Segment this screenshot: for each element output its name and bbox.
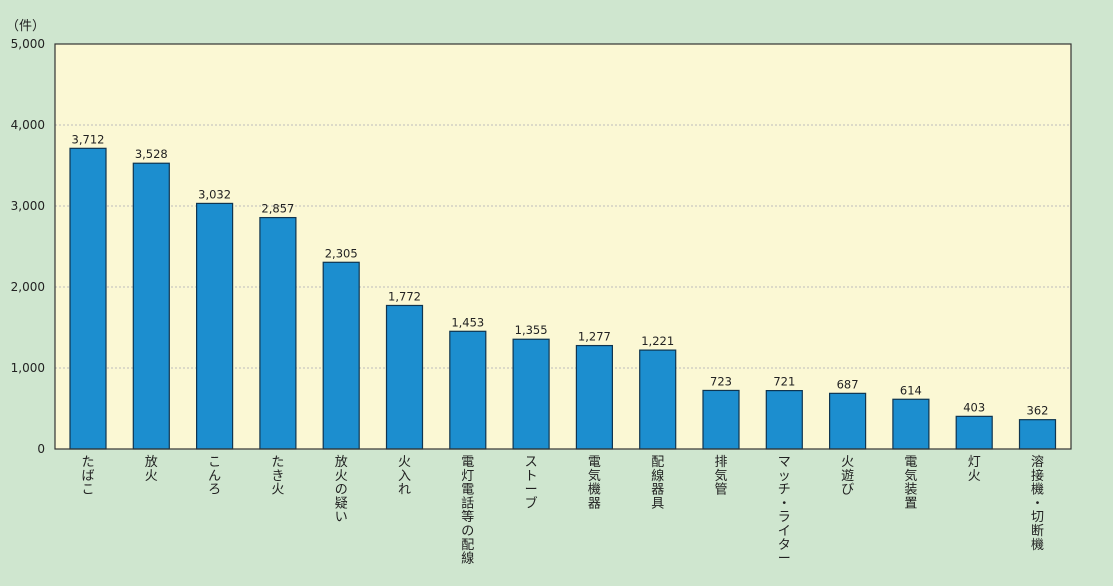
data-label: 723: [710, 374, 732, 388]
category-label: 排気管: [714, 455, 727, 498]
category-label: 放火の疑い: [335, 455, 348, 525]
bar: [702, 389, 740, 450]
bar: [512, 338, 550, 450]
y-tick-label: 4,000: [11, 118, 45, 132]
category-label: 電灯電話等の配線: [461, 455, 474, 567]
data-label: 1,772: [388, 289, 421, 303]
category-label: こんろ: [208, 455, 221, 498]
y-tick-label: 1,000: [11, 361, 45, 375]
category-label: たばこ: [81, 455, 94, 498]
data-label: 1,453: [451, 315, 484, 329]
category-labels: たばこ 放火 こんろ たき火 放火の疑い 火入れ 電灯電話等の配線 ストーブ 電気機器 配線器具 排…: [81, 455, 1044, 567]
bar: [196, 202, 234, 450]
bar: [322, 261, 360, 450]
y-tick-label: 2,000: [11, 280, 45, 294]
data-label: 614: [900, 383, 922, 397]
category-label: 放火: [145, 455, 158, 484]
bar: [385, 304, 424, 450]
data-label: 2,857: [261, 202, 294, 216]
y-axis-unit: （件）: [6, 19, 45, 34]
category-label: たき火: [271, 455, 284, 498]
bar: [955, 415, 993, 450]
bar: [132, 162, 170, 450]
bar: [449, 330, 487, 450]
category-label: 電気機器: [588, 455, 601, 511]
category-label: ストーブ: [525, 455, 538, 511]
plot-frame: [54, 43, 1072, 450]
data-label: 3,712: [72, 132, 105, 146]
bar: [1018, 419, 1057, 450]
bar: [69, 147, 107, 450]
value-labels: 3,712 3,528 3,032 2,857 2,305 1,772 1,453 1,355…: [72, 132, 1049, 417]
bar: [892, 398, 930, 450]
category-label: 火遊び: [841, 455, 854, 498]
data-label: 1,221: [641, 334, 674, 348]
bar: [828, 392, 867, 450]
bar: [765, 389, 803, 450]
data-label: 1,355: [515, 323, 548, 337]
data-label: 403: [963, 400, 985, 414]
data-label: 362: [1027, 404, 1049, 418]
y-tick-label: 3,000: [11, 199, 45, 213]
category-label: 溶接機・切断機: [1031, 455, 1044, 553]
category-label: 電気装置: [904, 455, 917, 511]
category-label: 配線器具: [651, 455, 664, 511]
y-tick-label: 0: [37, 442, 45, 456]
data-label: 1,277: [578, 330, 611, 344]
category-label: 火入れ: [398, 455, 411, 498]
y-tick-label: 5,000: [11, 37, 45, 51]
category-label: 灯火: [968, 455, 981, 484]
y-axis-ticks: 0 1,000 2,000 3,000 4,000 5,000: [11, 37, 45, 456]
bar: [575, 344, 614, 450]
bar: [639, 349, 677, 450]
data-label: 687: [837, 377, 859, 391]
bar: [259, 216, 297, 450]
category-label: マッチ・ライター: [778, 455, 791, 567]
data-label: 3,528: [135, 147, 168, 161]
data-label: 2,305: [325, 246, 358, 260]
data-label: 721: [773, 375, 795, 389]
data-label: 3,032: [198, 187, 231, 201]
